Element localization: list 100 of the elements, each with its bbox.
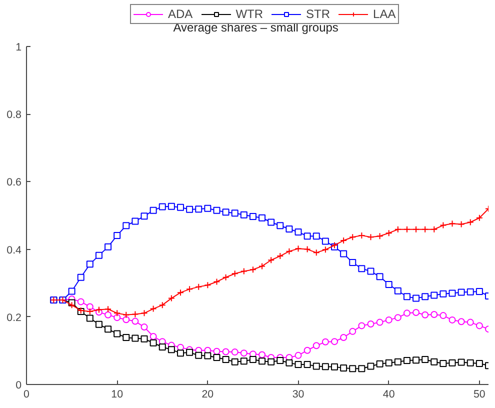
point [304, 246, 311, 253]
point [367, 320, 374, 328]
point [104, 243, 112, 250]
point [240, 268, 248, 275]
point [440, 290, 447, 298]
point [312, 362, 320, 370]
point [422, 293, 429, 300]
point [231, 210, 238, 217]
point [294, 228, 302, 236]
point [122, 316, 130, 324]
point [440, 312, 447, 320]
point [204, 352, 212, 360]
point [376, 318, 384, 326]
point [430, 292, 438, 299]
y-tick-label: 0.2 [6, 312, 22, 324]
point [95, 320, 102, 328]
point [140, 310, 148, 317]
point [276, 222, 284, 230]
point [268, 256, 275, 264]
point [430, 311, 438, 318]
point [340, 334, 348, 342]
point [132, 310, 139, 318]
y-tick-label: 0.4 [6, 244, 22, 256]
point [394, 226, 402, 233]
point [104, 306, 112, 313]
point [158, 343, 166, 350]
x-tick-label: 20 [202, 388, 214, 400]
point [458, 220, 465, 228]
point [177, 350, 184, 357]
point [367, 234, 374, 241]
point [349, 365, 356, 372]
point [240, 211, 248, 218]
point [186, 348, 194, 356]
point [132, 218, 139, 225]
point [140, 212, 148, 220]
point [403, 293, 410, 300]
point [331, 363, 338, 370]
point [86, 308, 94, 315]
point [150, 339, 157, 346]
point [231, 358, 238, 366]
point [222, 208, 230, 216]
point [276, 357, 284, 364]
point [412, 294, 420, 302]
point [258, 214, 266, 222]
point [367, 268, 374, 275]
point [222, 348, 230, 356]
point [358, 232, 366, 239]
point [349, 328, 356, 335]
y-tick-label: 0 [16, 380, 22, 392]
point [140, 324, 148, 331]
point [412, 226, 420, 233]
point [114, 330, 121, 338]
point [340, 364, 348, 372]
point [304, 232, 311, 240]
point [403, 310, 410, 317]
point [312, 249, 320, 256]
point [476, 214, 483, 222]
point [358, 322, 366, 330]
point [150, 206, 157, 214]
point [168, 202, 175, 210]
point [104, 311, 112, 318]
point [132, 334, 139, 342]
point [122, 334, 130, 342]
chart-title: Average shares – small groups [173, 20, 338, 34]
point [222, 356, 230, 363]
point [168, 346, 175, 354]
point [95, 306, 102, 314]
x-tick-label: 10 [111, 388, 124, 400]
point [195, 283, 202, 290]
point [213, 348, 220, 355]
point [177, 204, 184, 211]
point [258, 262, 266, 270]
point [286, 226, 293, 233]
point [376, 232, 384, 240]
point [312, 342, 320, 350]
point [458, 358, 465, 366]
point [448, 316, 456, 324]
point [132, 318, 139, 325]
point [186, 286, 194, 293]
point [249, 266, 256, 274]
point [367, 362, 374, 370]
point [466, 318, 474, 326]
point [168, 294, 175, 302]
point [385, 230, 392, 237]
x-tick-label: 30 [292, 388, 304, 400]
point [276, 252, 284, 260]
point [294, 352, 302, 359]
legend-label: WTR [236, 7, 264, 21]
point [114, 310, 121, 317]
point [204, 282, 212, 289]
point [286, 359, 293, 366]
point [376, 360, 384, 368]
point [249, 356, 256, 363]
point [286, 248, 293, 255]
point [458, 318, 465, 326]
point [466, 218, 474, 226]
point [403, 226, 410, 233]
point [331, 338, 338, 346]
point [213, 206, 220, 214]
point [422, 356, 429, 363]
